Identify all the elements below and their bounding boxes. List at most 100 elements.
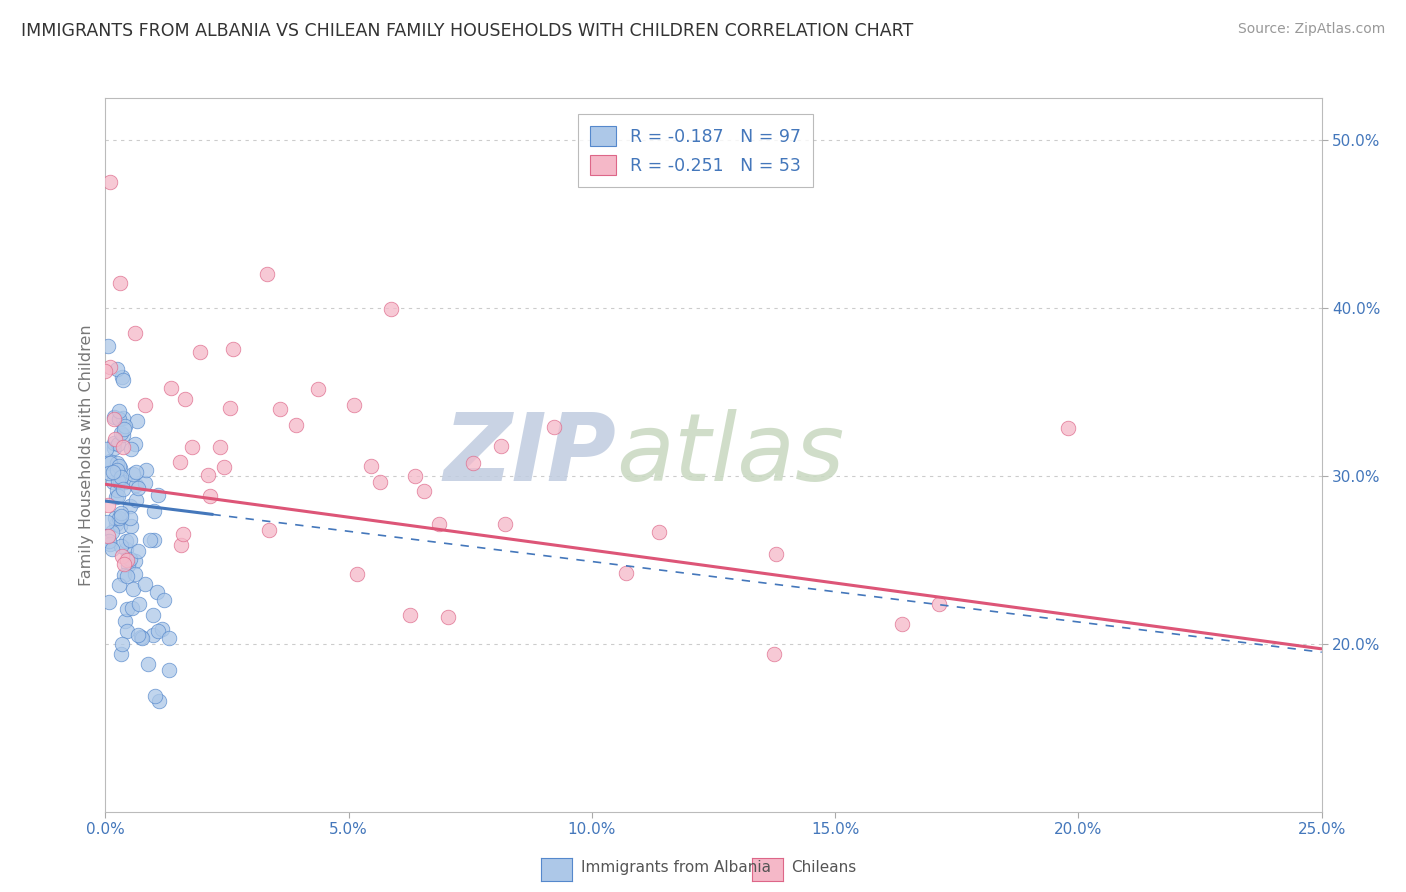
Text: IMMIGRANTS FROM ALBANIA VS CHILEAN FAMILY HOUSEHOLDS WITH CHILDREN CORRELATION C: IMMIGRANTS FROM ALBANIA VS CHILEAN FAMIL… <box>21 22 914 40</box>
Point <box>360 458 382 473</box>
Point <box>96 442 118 456</box>
Point <box>256 267 278 281</box>
Point <box>494 516 516 531</box>
Point <box>108 578 131 592</box>
Point <box>101 475 124 490</box>
Point <box>142 628 165 642</box>
Point <box>103 436 125 450</box>
Point <box>124 566 146 581</box>
Point <box>110 470 132 484</box>
Point <box>112 411 135 425</box>
Point <box>139 533 162 548</box>
Point <box>307 383 329 397</box>
Point <box>114 614 136 628</box>
Point <box>259 523 281 537</box>
Point <box>104 517 127 532</box>
Point <box>648 524 671 539</box>
Point <box>143 533 166 548</box>
Text: ZIP: ZIP <box>443 409 616 501</box>
Point <box>112 373 135 387</box>
Point <box>103 441 125 455</box>
Point <box>120 442 142 457</box>
Point <box>765 547 787 561</box>
Point <box>97 529 120 543</box>
Point <box>143 689 166 703</box>
Point <box>100 456 122 470</box>
Point <box>343 398 366 412</box>
Point <box>222 342 245 356</box>
Point <box>127 627 149 641</box>
Point <box>108 461 131 475</box>
Point <box>368 475 391 490</box>
Point <box>112 557 135 571</box>
Point <box>124 437 146 451</box>
Point <box>200 489 222 503</box>
Point <box>108 412 131 426</box>
Text: atlas: atlas <box>616 409 845 500</box>
Point <box>108 519 131 533</box>
Point <box>928 597 950 611</box>
Point <box>120 499 142 513</box>
Point <box>427 516 450 531</box>
Point <box>103 409 125 424</box>
Point <box>97 534 120 549</box>
Point <box>762 647 785 661</box>
Point <box>127 544 149 558</box>
Point <box>112 440 135 454</box>
Point <box>128 597 150 611</box>
Point <box>208 440 231 454</box>
Point <box>108 404 131 418</box>
Point <box>122 467 145 481</box>
Point <box>104 510 127 524</box>
Point <box>110 506 132 520</box>
Point <box>346 566 368 581</box>
Point <box>115 534 138 549</box>
Point <box>380 302 402 317</box>
Point <box>107 489 129 503</box>
Point <box>115 624 138 638</box>
Point <box>124 326 146 341</box>
Point <box>104 432 127 446</box>
Point <box>135 463 157 477</box>
Point <box>118 533 141 547</box>
Point <box>111 637 134 651</box>
Point <box>110 370 132 384</box>
Point <box>112 421 135 435</box>
Point <box>169 455 191 469</box>
Point <box>97 339 120 353</box>
Point <box>125 414 148 428</box>
Point <box>284 418 307 433</box>
Point <box>117 558 139 573</box>
Point <box>110 648 132 662</box>
Point <box>112 482 135 496</box>
Point <box>142 607 165 622</box>
Point <box>146 584 169 599</box>
Point <box>134 577 156 591</box>
Point <box>160 381 183 395</box>
Point <box>114 475 136 490</box>
Legend: R = -0.187   N = 97, R = -0.251   N = 53: R = -0.187 N = 97, R = -0.251 N = 53 <box>578 114 813 187</box>
Point <box>105 483 128 498</box>
Point <box>101 525 124 540</box>
Point <box>120 551 142 566</box>
Text: Source: ZipAtlas.com: Source: ZipAtlas.com <box>1237 22 1385 37</box>
Point <box>108 276 131 290</box>
Point <box>173 392 195 406</box>
Point <box>108 510 131 524</box>
Point <box>127 481 149 495</box>
Point <box>98 359 121 374</box>
Point <box>105 456 128 470</box>
Point <box>125 493 148 508</box>
Point <box>614 566 637 580</box>
Point <box>150 622 173 636</box>
Point <box>146 488 169 502</box>
Point <box>1057 420 1080 434</box>
Point <box>129 630 152 644</box>
Point <box>98 595 121 609</box>
Point <box>110 549 132 563</box>
Point <box>121 582 143 596</box>
Point <box>121 600 143 615</box>
Point <box>437 609 460 624</box>
Point <box>136 657 159 671</box>
Point <box>170 538 193 552</box>
